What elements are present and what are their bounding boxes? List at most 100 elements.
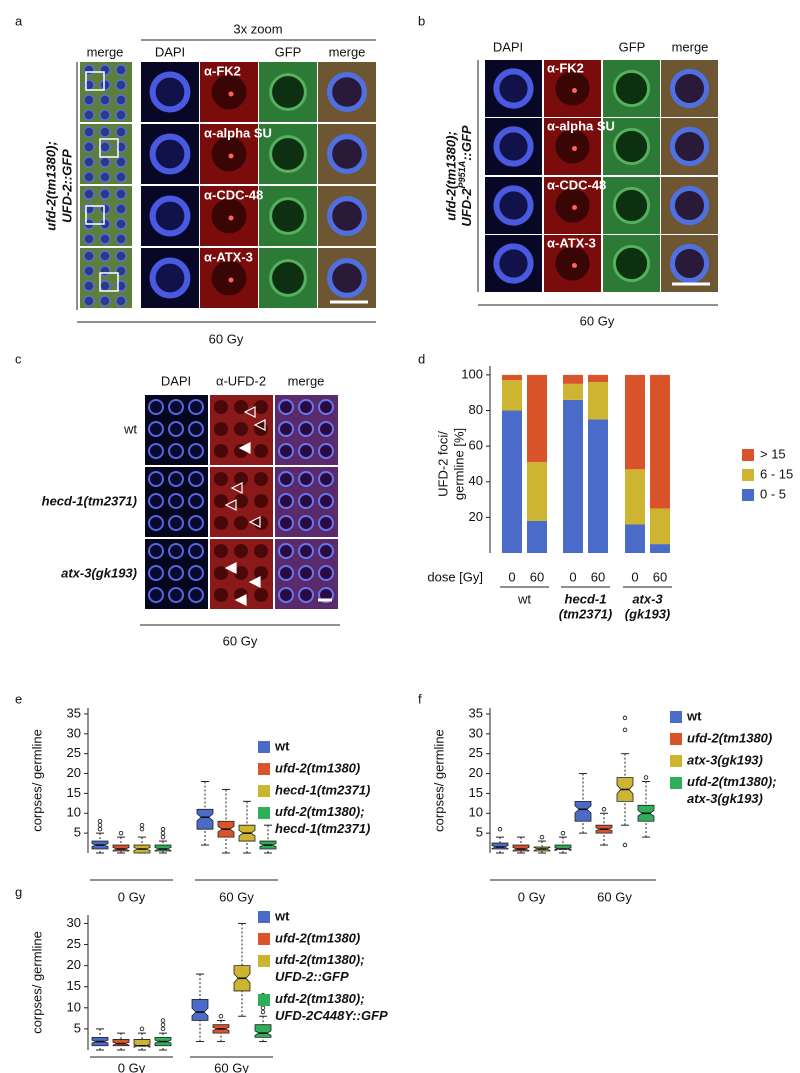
nucleus	[148, 493, 164, 509]
nucleus	[278, 543, 294, 559]
y-tick-label: 20	[67, 765, 81, 780]
focus	[572, 88, 577, 93]
micrograph	[485, 235, 542, 292]
micrograph	[275, 395, 338, 465]
nucleus	[555, 188, 590, 223]
strain-superscript: P951A	[457, 161, 467, 189]
y-axis-label: corpses/ germline	[431, 729, 446, 832]
outlier	[560, 830, 566, 836]
legend-swatch	[742, 469, 754, 481]
nucleus	[214, 566, 228, 580]
group-label: (tm2371)	[559, 606, 612, 621]
nucleus	[278, 421, 294, 437]
micrograph	[603, 177, 660, 234]
row-label: wt	[123, 421, 137, 436]
y-tick-label: 100	[461, 366, 483, 381]
y-tick-label: 25	[67, 936, 81, 951]
y-tick-label: 20	[469, 765, 483, 780]
y-tick-label: 80	[469, 402, 483, 417]
legend-label: 0 - 5	[760, 486, 786, 501]
micrograph	[318, 248, 376, 308]
nucleus	[214, 444, 228, 458]
y-tick-label: 15	[469, 785, 483, 800]
nucleus	[254, 444, 268, 458]
nucleus	[99, 156, 111, 168]
y-tick-label: 35	[67, 705, 81, 720]
nucleus	[168, 587, 184, 603]
nucleus	[188, 543, 204, 559]
group-label: (gk193)	[625, 606, 671, 621]
legend-label: wt	[686, 708, 702, 723]
micrograph	[661, 177, 718, 234]
nucleus	[214, 544, 228, 558]
outlier	[622, 715, 628, 721]
bar-segment	[502, 380, 522, 411]
micrograph	[141, 186, 199, 246]
outlier	[160, 1018, 166, 1023]
outlier	[97, 822, 103, 828]
nucleus	[214, 400, 228, 414]
stain-label: α-CDC-48	[547, 177, 606, 192]
outlier	[622, 727, 628, 733]
legend-label: wt	[274, 908, 290, 923]
legend-swatch	[742, 449, 754, 461]
nucleus	[148, 443, 164, 459]
legend-line: UFD-2::GFP	[275, 969, 349, 984]
nucleus	[278, 399, 294, 415]
box	[154, 844, 172, 852]
legend-swatch	[670, 733, 682, 745]
outlier	[139, 822, 145, 828]
legend-line: ufd-2(tm1380);	[275, 804, 368, 819]
bar-segment	[563, 399, 583, 553]
strain-label: ufd-2(tm1380);	[443, 131, 458, 221]
nucleus	[234, 544, 248, 558]
dose-label: 60 Gy	[223, 633, 258, 648]
nucleus	[83, 126, 95, 138]
nucleus	[278, 493, 294, 509]
micrograph	[485, 118, 542, 175]
nucleus	[99, 141, 111, 153]
nucleus	[83, 109, 95, 121]
micrograph	[200, 248, 258, 308]
micrograph	[485, 60, 542, 117]
y-tick-label: 60	[469, 438, 483, 453]
nucleus	[83, 188, 95, 200]
nucleus	[188, 587, 204, 603]
nucleus	[214, 516, 228, 530]
nucleus	[278, 565, 294, 581]
nucleus	[149, 257, 191, 299]
column-header: merge	[329, 44, 366, 59]
column-header: merge	[288, 373, 325, 388]
nucleus	[318, 421, 334, 437]
column-header: GFP	[275, 44, 302, 59]
micrograph	[259, 124, 317, 184]
nucleus	[99, 94, 111, 106]
bar-segment	[625, 524, 645, 553]
legend-label: ufd-2(tm1380); hecd-1(tm2371)	[275, 804, 370, 836]
nucleus	[211, 198, 247, 234]
bar-segment	[527, 520, 547, 553]
nucleus	[669, 243, 710, 284]
legend-swatch	[258, 741, 270, 753]
micrograph	[603, 60, 660, 117]
box	[191, 998, 209, 1021]
nucleus	[188, 443, 204, 459]
nucleus	[211, 136, 247, 172]
micrograph	[318, 186, 376, 246]
row-label: hecd-1(tm2371)	[42, 493, 137, 508]
legend-label: 6 - 15	[760, 466, 793, 481]
outlier	[97, 818, 103, 824]
legend-line: ufd-2(tm1380);	[687, 774, 780, 789]
nucleus	[83, 265, 95, 277]
y-tick-label: 20	[67, 957, 81, 972]
nucleus	[493, 126, 534, 167]
panel-label: f	[418, 691, 422, 706]
nucleus	[83, 295, 95, 307]
y-tick-label: 5	[476, 825, 483, 840]
legend-label: ufd-2(tm1380); atx-3(gk193)	[687, 774, 780, 806]
arrowhead	[230, 482, 243, 494]
micrograph	[210, 467, 273, 537]
nucleus	[254, 472, 268, 486]
nucleus	[168, 515, 184, 531]
nucleus	[298, 543, 314, 559]
